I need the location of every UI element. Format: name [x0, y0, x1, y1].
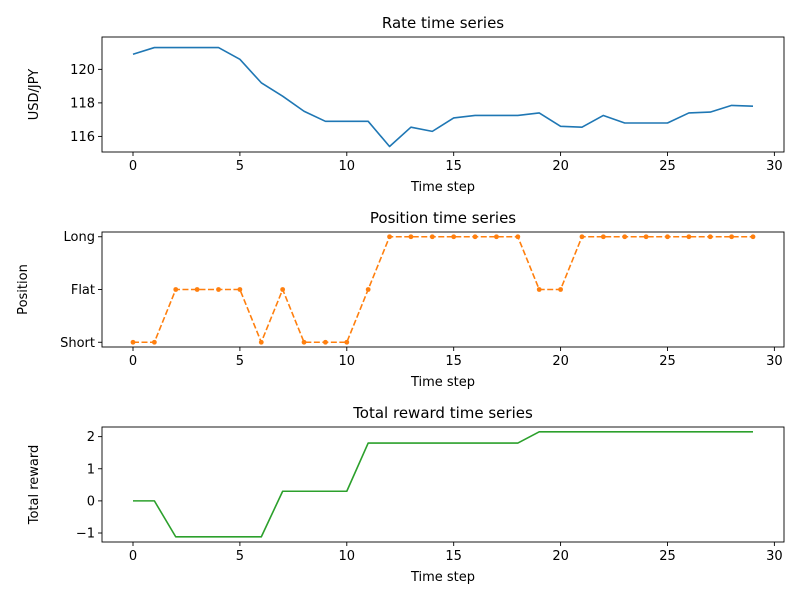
x-tick-label: 25: [659, 159, 676, 174]
data-point: [707, 234, 713, 240]
data-point: [451, 234, 457, 240]
chart-panel-1: 0 5 10 15 20 25 30 116 118 120 Rate time series Tim…: [27, 14, 785, 195]
x-tick-label: 30: [766, 549, 783, 564]
data-point: [515, 234, 521, 240]
data-point: [686, 234, 692, 240]
data-point: [408, 234, 414, 240]
data-point: [387, 234, 392, 240]
x-tick-label: 5: [236, 354, 244, 369]
y-tick-label: 116: [70, 130, 95, 145]
x-tick-label: 15: [445, 549, 462, 564]
y-axis-label: Position: [16, 264, 31, 315]
x-tick-label: 30: [766, 354, 783, 369]
x-tick-label: 20: [552, 354, 569, 369]
data-point: [579, 234, 585, 240]
chart-panel-2: 0 5 10 15 20 25 30 Short Flat Long Position time s…: [16, 209, 785, 390]
y-axis-label: Total reward: [27, 445, 42, 526]
series-line: [132, 46, 754, 148]
x-axis-label: Time step: [410, 375, 475, 390]
y-axis-label: USD/JPY: [27, 69, 42, 121]
data-point: [600, 234, 606, 240]
series-line: [133, 235, 753, 344]
data-point: [301, 339, 307, 345]
plot-frame: [101, 36, 785, 153]
x-tick-label: 25: [659, 549, 676, 564]
chart-title: Rate time series: [382, 14, 504, 32]
chart-title: Position time series: [370, 209, 516, 227]
data-point: [643, 234, 649, 240]
data-point: [151, 339, 157, 345]
y-tick-label: 0: [87, 494, 95, 509]
data-point: [237, 287, 243, 292]
data-point: [130, 339, 136, 345]
x-tick-label: 10: [339, 549, 356, 564]
data-point: [558, 287, 563, 292]
y-tick-label: 118: [70, 96, 95, 111]
data-point: [323, 339, 328, 345]
x-tick-label: 10: [339, 354, 356, 369]
data-point: [494, 234, 499, 240]
data-point: [344, 339, 350, 345]
data-point: [194, 287, 200, 292]
x-tick-label: 30: [766, 159, 783, 174]
x-tick-label: 5: [236, 159, 244, 174]
x-axis-label: Time step: [410, 570, 475, 585]
series-line: [133, 431, 753, 538]
x-tick-label: 5: [236, 549, 244, 564]
x-tick-label: 10: [339, 159, 356, 174]
x-tick-label: 0: [129, 354, 137, 369]
plot-frame: [101, 426, 785, 543]
data-point: [280, 287, 286, 292]
y-tick-label: 1: [87, 462, 95, 477]
y-tick-label: Long: [64, 230, 95, 245]
x-tick-label: 20: [552, 549, 569, 564]
data-point: [729, 234, 735, 240]
x-tick-label: 25: [659, 354, 676, 369]
chart-panel-3: 0 5 10 15 20 25 30 −1 0 1 2 Total reward time serie…: [27, 404, 785, 585]
x-tick-label: 15: [445, 159, 462, 174]
y-tick-label: 120: [70, 63, 95, 78]
data-point: [365, 287, 371, 292]
y-tick-label: Short: [60, 336, 95, 351]
data-point: [472, 234, 478, 240]
x-tick-label: 20: [552, 159, 569, 174]
x-tick-label: 0: [129, 549, 137, 564]
data-point: [536, 287, 542, 292]
data-point: [622, 234, 628, 240]
data-point: [750, 234, 756, 240]
x-axis-label: Time step: [410, 180, 475, 195]
y-tick-label: −1: [76, 527, 95, 542]
y-tick-label: 2: [87, 430, 95, 445]
data-point: [173, 287, 179, 292]
data-point: [258, 339, 264, 345]
data-point: [665, 234, 670, 240]
data-point: [216, 287, 221, 292]
chart-title: Total reward time series: [352, 404, 533, 422]
x-tick-label: 15: [445, 354, 462, 369]
y-tick-label: Flat: [71, 283, 95, 298]
x-tick-label: 0: [129, 159, 137, 174]
data-point: [429, 234, 435, 240]
